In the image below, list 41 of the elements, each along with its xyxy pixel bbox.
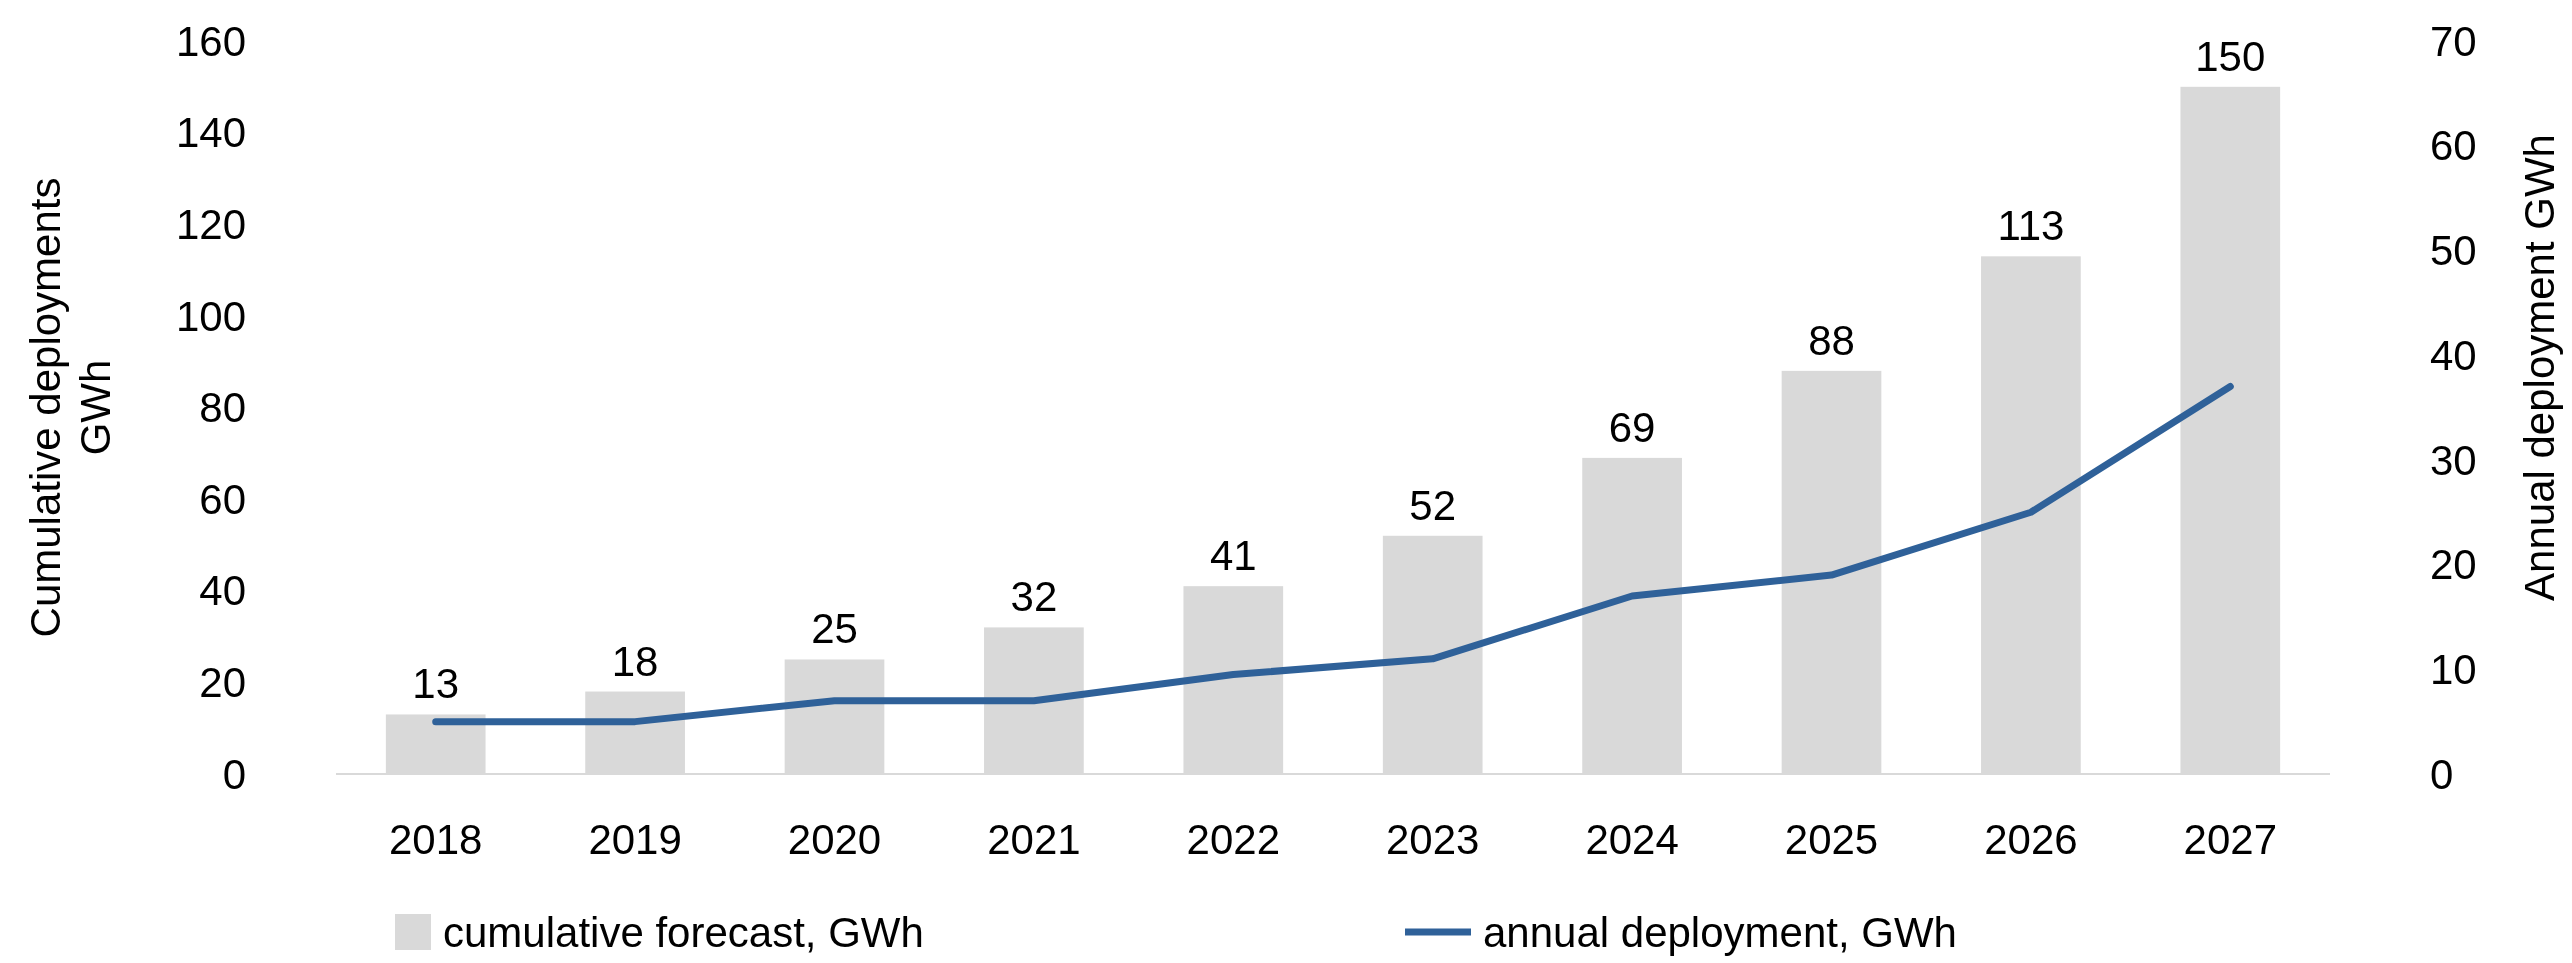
x-tick-label: 2025 [1784, 816, 1879, 863]
y-tick-label: 100 [175, 292, 246, 340]
y2-tick-label: 50 [2430, 227, 2477, 275]
x-tick-label: 2020 [787, 816, 882, 863]
y2-tick-label: 10 [2430, 645, 2477, 693]
data-label: 25 [811, 605, 858, 653]
x-tick-label: 2023 [1385, 816, 1480, 863]
legend-label: cumulative forecast, GWh [443, 908, 924, 956]
data-label: 150 [2195, 32, 2266, 80]
y-axis-title: Cumulative deployments GWh [22, 177, 119, 638]
y-tick-label: 20 [199, 659, 246, 707]
y2-tick-label: 0 [2430, 750, 2454, 798]
legend-label: annual deployment, GWh [1483, 908, 1957, 956]
data-label: 69 [1608, 403, 1656, 451]
y-tick-label: 40 [199, 567, 246, 615]
y2-tick-label: 20 [2430, 541, 2477, 589]
data-label: 41 [1209, 532, 1257, 580]
y2-tick-label: 70 [2430, 17, 2477, 65]
x-tick-label: 2024 [1585, 816, 1679, 863]
data-label: 113 [1997, 202, 2065, 250]
y-tick-label: 120 [175, 200, 246, 248]
x-tick-label: 2027 [2183, 816, 2278, 863]
y2-tick-label: 60 [2430, 122, 2477, 170]
y-tick-label: 60 [199, 475, 246, 523]
y2-axis-title: Annual deployment GWh [2516, 134, 2563, 601]
y-tick-label: 0 [222, 750, 246, 798]
y-tick-label: 80 [199, 384, 246, 432]
x-tick-label: 2019 [588, 816, 682, 863]
data-label: 13 [412, 660, 460, 708]
y2-tick-label: 40 [2430, 331, 2477, 379]
x-tick-label: 2022 [1186, 816, 1281, 863]
x-tick-label: 2021 [987, 816, 1081, 863]
x-tick-label: 2018 [388, 816, 483, 863]
data-label: 32 [1010, 573, 1058, 621]
y2-tick-label: 30 [2430, 436, 2477, 484]
y-tick-label: 140 [175, 109, 246, 157]
data-label: 88 [1808, 316, 1855, 364]
x-tick-label: 2026 [1984, 816, 2078, 863]
data-label: 52 [1409, 481, 1457, 529]
y-tick-label: 160 [175, 17, 246, 65]
data-label: 18 [611, 637, 659, 685]
